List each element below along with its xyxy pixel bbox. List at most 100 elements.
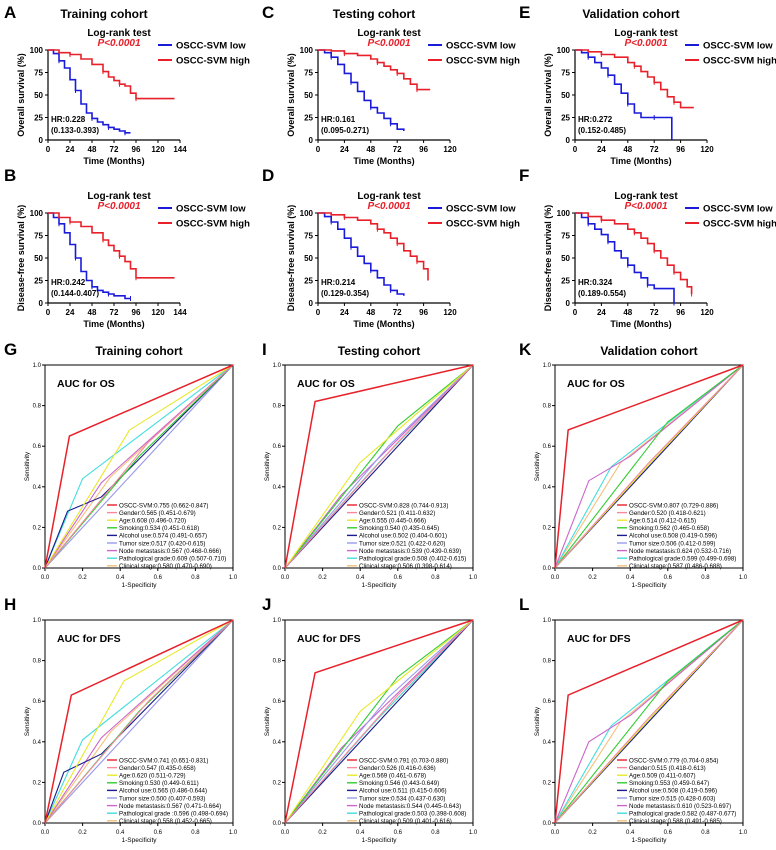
y-tick-label: 0 xyxy=(39,299,44,308)
panel-letter: B xyxy=(4,166,16,185)
hazard-ratio: HR:0.324 xyxy=(578,278,613,287)
x-tick-label: 0.4 xyxy=(116,830,125,836)
x-tick-label: 120 xyxy=(443,145,457,154)
panel-letter: K xyxy=(519,340,532,359)
x-tick-label: 48 xyxy=(623,308,632,317)
roc-curve xyxy=(44,619,234,824)
high-risk-curve xyxy=(48,212,175,279)
legend-label: Tumor size:0.506 (0.412-0.599) xyxy=(629,540,715,547)
roc-curve xyxy=(44,364,234,569)
legend-label: Pathological grade:0.599 (0.499-0.698) xyxy=(629,556,736,563)
roc-curve xyxy=(554,619,744,824)
x-tick-label: 144 xyxy=(173,145,187,154)
legend-label: Node metastasis:0.539 (0.439-0.639) xyxy=(359,548,461,555)
y-axis-label: Overall survival (%) xyxy=(286,53,296,137)
legend-label: OSCC-SVM:0.741 (0.651-0.831) xyxy=(119,757,208,764)
roc-curve xyxy=(284,364,474,569)
y-tick-label: 0.0 xyxy=(543,821,552,827)
x-tick-label: 120 xyxy=(700,145,714,154)
x-tick-label: 48 xyxy=(623,145,632,154)
roc-curve xyxy=(284,619,474,824)
y-tick-label: 25 xyxy=(34,114,43,123)
x-tick-label: 0.0 xyxy=(551,830,560,836)
y-tick-label: 100 xyxy=(30,209,44,218)
legend-label: Clinical stage:0.588 (0.491-0.685) xyxy=(629,818,722,825)
legend-label: Alcohol use:0.508 (0.419-0.596) xyxy=(629,533,717,540)
logrank-label: Log-rank test xyxy=(357,191,421,202)
logrank-label: Log-rank test xyxy=(614,191,678,202)
x-tick-label: 48 xyxy=(366,145,375,154)
y-tick-label: 0.8 xyxy=(273,404,282,410)
legend-label: OSCC-SVM:0.828 (0.744-0.913) xyxy=(359,502,448,509)
low-risk-curve xyxy=(48,49,131,134)
legend-label: Gender:0.515 (0.418-0.613) xyxy=(629,765,706,772)
x-tick-label: 0.8 xyxy=(701,830,710,836)
x-tick-label: 1.0 xyxy=(229,575,238,581)
plot-frame xyxy=(554,364,744,569)
x-tick-label: 96 xyxy=(676,145,685,154)
plot-frame xyxy=(284,364,474,569)
auc-title: AUC for DFS xyxy=(297,633,361,645)
legend-label: Clinical stage:0.558 (0.452-0.665) xyxy=(119,818,212,825)
panel-letter: G xyxy=(4,340,17,359)
x-tick-label: 0.6 xyxy=(394,575,403,581)
legend-label-high: OSCC-SVM high xyxy=(703,56,776,67)
roc-curve xyxy=(284,364,474,569)
x-axis-label: Time (Months) xyxy=(610,156,671,166)
roc-curve xyxy=(284,619,474,824)
y-tick-label: 25 xyxy=(304,277,313,286)
y-tick-label: 0 xyxy=(566,136,571,145)
panel-letter: A xyxy=(4,3,16,22)
x-tick-label: 48 xyxy=(88,308,97,317)
hazard-ratio-ci: (0.189-0.554) xyxy=(578,289,626,298)
y-tick-label: 0.6 xyxy=(273,699,282,705)
legend-label-high: OSCC-SVM high xyxy=(176,219,250,230)
legend-label-low: OSCC-SVM low xyxy=(703,41,773,52)
x-tick-label: 120 xyxy=(443,308,457,317)
legend-label: Clinical stage:0.587 (0.486-0.688) xyxy=(629,563,722,570)
x-tick-label: 96 xyxy=(419,308,428,317)
legend-label: Alcohol use:0.565 (0.486-0.644) xyxy=(119,788,207,795)
y-tick-label: 0 xyxy=(566,299,571,308)
legend-label: Age:0.608 (0.496-0.720) xyxy=(119,518,186,525)
y-tick-label: 75 xyxy=(34,232,43,241)
logrank-label: Log-rank test xyxy=(614,28,678,39)
roc-curve xyxy=(554,364,744,569)
y-axis-label: Disease-free survival (%) xyxy=(16,205,26,312)
y-tick-label: 0.8 xyxy=(33,404,42,410)
logrank-label: Log-rank test xyxy=(357,28,421,39)
x-tick-label: 24 xyxy=(66,145,75,154)
x-tick-label: 0.0 xyxy=(281,830,290,836)
y-tick-label: 0.0 xyxy=(543,566,552,572)
y-tick-label: 0.2 xyxy=(543,780,552,786)
legend-label-low: OSCC-SVM low xyxy=(446,41,516,52)
x-tick-label: 96 xyxy=(132,145,141,154)
legend-label: Node metastasis:0.544 (0.445-0.643) xyxy=(359,803,461,810)
roc-curve xyxy=(284,619,474,824)
legend-label: Node metastasis:0.567 (0.471-0.664) xyxy=(119,803,221,810)
legend-label: Clinical stage:0.506 (0.398-0.614) xyxy=(359,563,452,570)
legend-label: Pathological grade:0.508 (0.402-0.615) xyxy=(359,556,466,563)
legend-label: Smoking:0.553 (0.459-0.647) xyxy=(629,780,709,787)
legend-label: OSCC-SVM:0.807 (0.729-0.886) xyxy=(629,502,718,509)
plot-frame xyxy=(44,619,234,824)
p-value: P<0.0001 xyxy=(97,201,141,212)
x-tick-label: 72 xyxy=(393,308,402,317)
roc-curve xyxy=(44,364,234,569)
x-tick-label: 96 xyxy=(676,308,685,317)
hazard-ratio: HR:0.242 xyxy=(51,278,86,287)
y-tick-label: 0 xyxy=(309,136,314,145)
y-tick-label: 0.0 xyxy=(273,566,282,572)
legend-label: Smoking:0.534 (0.451-0.618) xyxy=(119,525,199,532)
legend-label: OSCC-SVM:0.791 (0.703-0.880) xyxy=(359,757,448,764)
x-tick-label: 24 xyxy=(597,145,606,154)
auc-title: AUC for DFS xyxy=(57,633,121,645)
x-tick-label: 0.0 xyxy=(551,575,560,581)
roc-curve xyxy=(284,619,474,824)
y-axis-label: Disease-free survival (%) xyxy=(543,205,553,312)
cohort-title: Testing cohort xyxy=(338,344,420,358)
x-tick-label: 0.6 xyxy=(154,575,163,581)
y-tick-label: 0.6 xyxy=(273,444,282,450)
auc-title: AUC for OS xyxy=(57,378,115,390)
